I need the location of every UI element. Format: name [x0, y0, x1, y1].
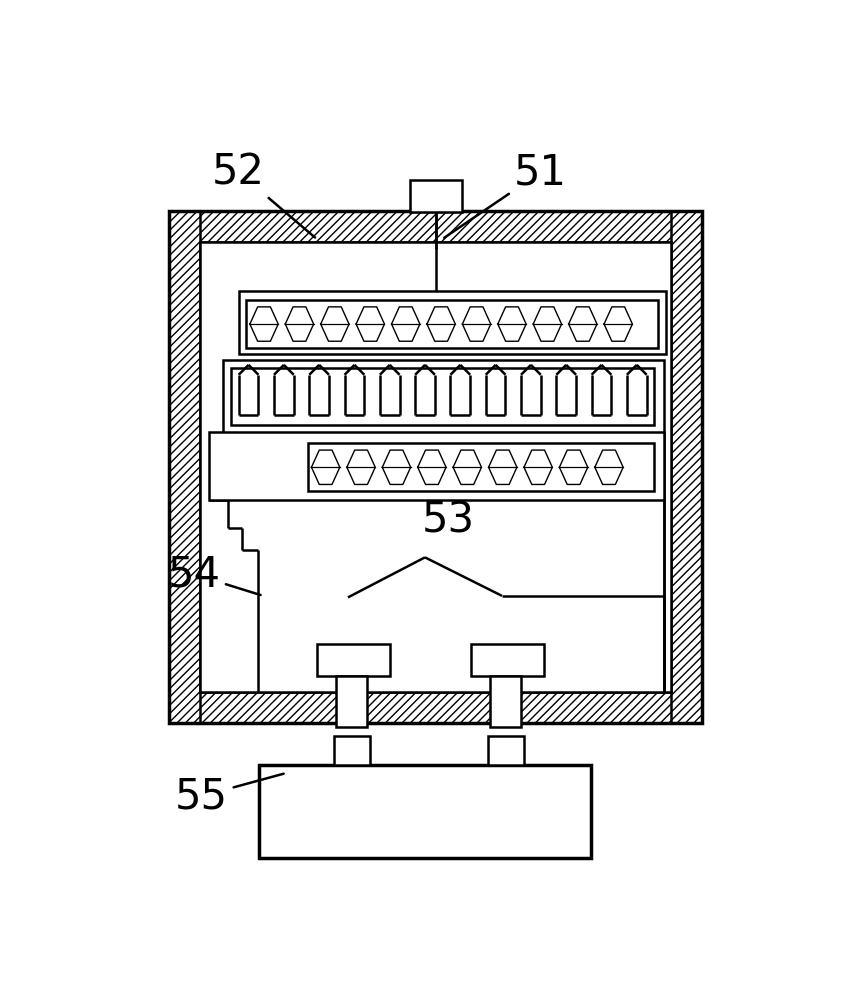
Bar	[170, 211, 702, 723]
Text: 55: 55	[175, 774, 284, 817]
Bar	[170, 211, 201, 723]
Bar	[488, 736, 524, 765]
Bar	[201, 242, 671, 692]
Bar	[246, 300, 658, 348]
Bar	[337, 676, 367, 727]
Text: 52: 52	[213, 151, 315, 238]
Bar	[238, 291, 666, 354]
Bar	[209, 432, 663, 500]
Bar	[490, 676, 521, 727]
Bar	[334, 736, 369, 765]
Bar	[260, 765, 590, 858]
Text: 54: 54	[167, 553, 261, 595]
Bar	[223, 360, 663, 433]
Text: 51: 51	[444, 151, 567, 238]
Bar	[170, 692, 702, 723]
Bar	[671, 211, 702, 723]
Bar	[308, 443, 655, 491]
Bar	[170, 211, 702, 242]
Bar	[317, 644, 390, 676]
Bar	[471, 644, 544, 676]
Bar	[231, 368, 655, 425]
Bar	[410, 180, 462, 212]
Text: 53: 53	[416, 493, 475, 541]
Bar	[201, 242, 671, 692]
